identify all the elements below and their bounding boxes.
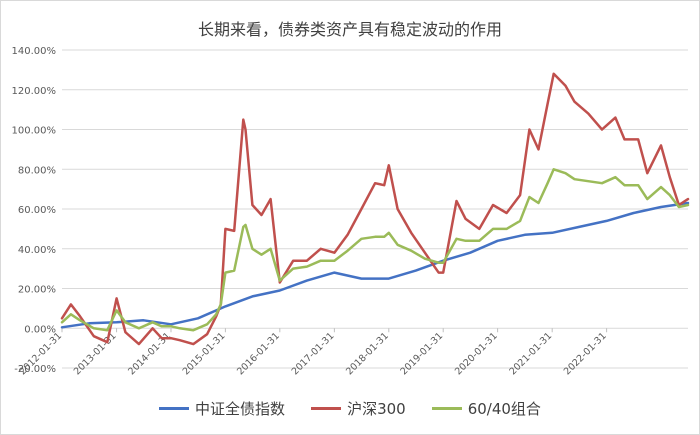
legend-label-csi300: 沪深300 bbox=[347, 400, 406, 418]
y-tick-label: -20.00% bbox=[14, 364, 56, 375]
series-line-1 bbox=[60, 72, 690, 346]
legend-item-60-40: 60/40组合 bbox=[431, 398, 541, 419]
legend-item-csi300: 沪深300 bbox=[311, 398, 406, 419]
chart-title: 长期来看，债券类资产具有稳定波动的作用 bbox=[197, 20, 502, 39]
series-line-0 bbox=[60, 201, 690, 329]
y-tick-label: 140.00% bbox=[12, 46, 57, 57]
y-tick-label: 60.00% bbox=[18, 205, 56, 216]
legend-item-bond-index: 中证全债指数 bbox=[159, 398, 285, 419]
x-tick-label: 2019-01-31 bbox=[399, 331, 446, 378]
legend-swatch-csi300 bbox=[311, 407, 342, 410]
x-tick-label: 2017-01-31 bbox=[290, 331, 337, 378]
x-tick-label: 2018-01-31 bbox=[344, 331, 391, 378]
x-tick-label: 2020-01-31 bbox=[453, 331, 500, 378]
x-tick-label: 2022-01-31 bbox=[562, 331, 609, 378]
x-tick-label: 2021-01-31 bbox=[507, 331, 554, 378]
chart-legend: 中证全债指数 沪深300 60/40组合 bbox=[0, 398, 700, 419]
series-lines bbox=[60, 72, 690, 346]
x-axis-ticks: 2012-01-31 2013-01-31 2014-01-31 2015-01-31… bbox=[17, 328, 609, 378]
legend-label-bond-index: 中证全债指数 bbox=[195, 400, 286, 418]
legend-swatch-60-40 bbox=[431, 407, 462, 410]
y-tick-label: 20.00% bbox=[18, 285, 56, 296]
legend-swatch-bond-index bbox=[159, 407, 190, 410]
gridlines bbox=[62, 49, 688, 369]
x-tick-label: 2016-01-31 bbox=[235, 331, 282, 378]
y-tick-label: 120.00% bbox=[12, 86, 57, 97]
y-tick-label: 100.00% bbox=[12, 126, 57, 137]
legend-label-60-40: 60/40组合 bbox=[467, 400, 541, 418]
y-tick-label: 0.00% bbox=[24, 324, 56, 335]
series-line-2 bbox=[60, 168, 690, 332]
y-axis-ticks: -20.00% 0.00% 20.00% 40.00% 60.00% 80.00% 100.… bbox=[12, 46, 57, 375]
y-tick-label: 80.00% bbox=[18, 165, 56, 176]
y-tick-label: 40.00% bbox=[18, 245, 56, 256]
